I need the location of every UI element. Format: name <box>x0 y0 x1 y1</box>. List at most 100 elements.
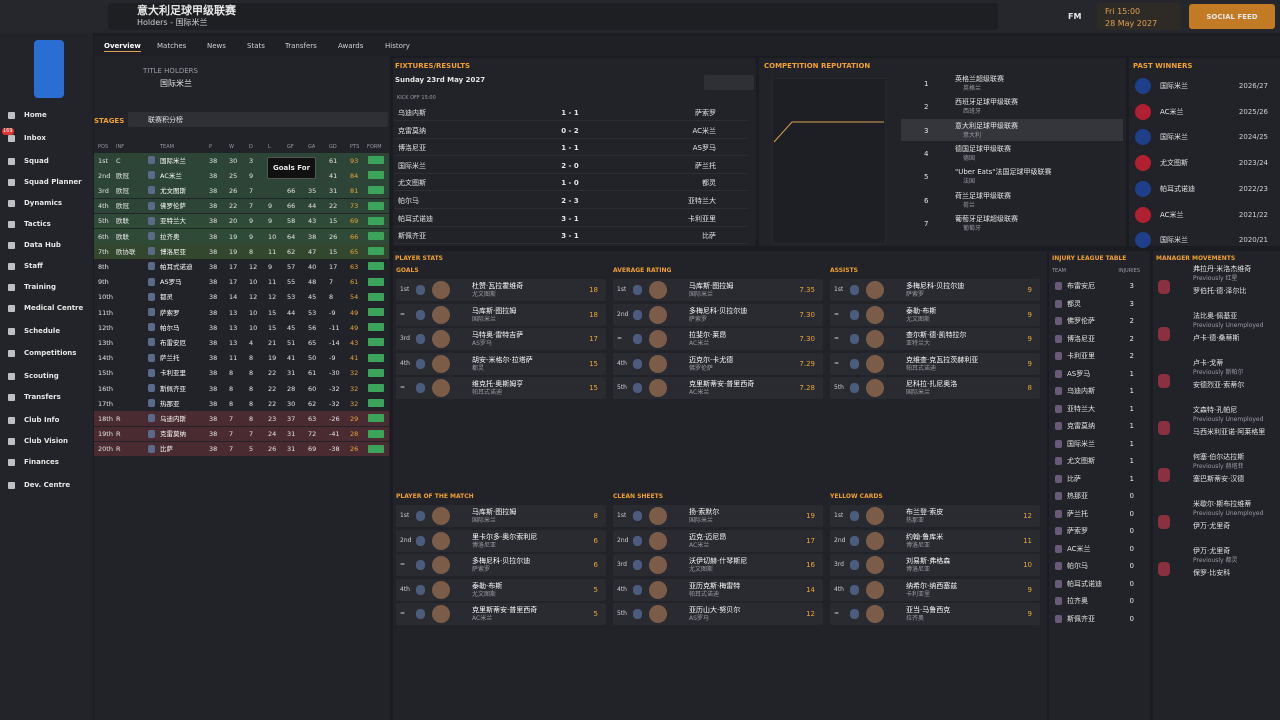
social-button[interactable] <box>1189 4 1275 29</box>
nav-item[interactable]: Club Info <box>24 416 60 424</box>
tab[interactable]: History <box>385 42 410 50</box>
table-cell: 8 <box>229 369 234 378</box>
form-bar <box>368 216 384 225</box>
nav-item[interactable]: Squad <box>24 157 49 165</box>
player-face <box>432 580 450 599</box>
table-cell: 38 <box>209 247 218 256</box>
table-cell: 26 <box>329 232 338 241</box>
old-manager: 马西米利亚诺·阿莱格里 <box>1193 428 1266 436</box>
club-crest <box>1055 282 1062 290</box>
table-cell: 6th <box>98 232 109 241</box>
table-cell: 8 <box>249 247 254 256</box>
pager <box>704 75 754 90</box>
player-face <box>649 580 667 599</box>
injury-team: 都灵 <box>1067 299 1081 308</box>
nav-item[interactable]: Medical Centre <box>24 304 84 312</box>
club-crest <box>416 560 425 570</box>
league-name: 西班牙足球甲级联赛 <box>955 98 1018 107</box>
injury-count: 1 <box>1129 369 1134 378</box>
injury-team: 亚特兰大 <box>1067 404 1095 413</box>
player-name: 纳希尔·纳西塞兹 <box>906 581 958 590</box>
nav-item[interactable]: Training <box>24 283 56 291</box>
club-crest <box>1055 317 1062 325</box>
stat-value: 18 <box>589 310 598 319</box>
club-crest <box>1135 180 1151 197</box>
table-cell: 51 <box>287 338 296 347</box>
nav-item[interactable]: Schedule <box>24 327 61 335</box>
old-manager: 安德烈亚·索蒂尔 <box>1193 381 1245 389</box>
date-box[interactable] <box>1097 3 1181 30</box>
social-feed[interactable]: SOCIAL FEED <box>1206 13 1258 21</box>
table-cell: 26 <box>229 186 238 195</box>
table-cell: AC米兰 <box>160 171 182 180</box>
table-cell: R <box>116 414 121 423</box>
table-cell: 8 <box>249 399 254 408</box>
player-club: 博洛尼亚 <box>906 541 931 549</box>
search-box[interactable] <box>108 3 998 30</box>
form-bar <box>368 186 384 195</box>
table-cell: 35 <box>308 186 317 195</box>
table-cell: 10 <box>249 323 258 332</box>
nav-icon <box>8 263 15 270</box>
table-header: GD <box>329 144 337 150</box>
table-cell: 9 <box>249 217 254 226</box>
tab[interactable]: Transfers <box>285 42 317 50</box>
stat-title: YELLOW CARDS <box>830 493 883 500</box>
winner: 国际米兰 <box>1160 133 1188 142</box>
club-crest <box>850 285 859 295</box>
tab[interactable]: News <box>207 42 226 50</box>
injury-team: AC米兰 <box>1067 544 1091 553</box>
team-badge <box>148 323 155 332</box>
player-name: 迈克尔·卡尤德 <box>689 355 734 364</box>
nav-item[interactable]: Staff <box>24 262 43 270</box>
club-crest <box>1055 492 1062 500</box>
player-club: 拉齐奥 <box>906 615 925 622</box>
table-cell: 49 <box>350 323 359 332</box>
nav-item[interactable]: Club Vision <box>24 437 69 445</box>
table-cell: 11th <box>98 308 113 317</box>
player-club: AC米兰 <box>689 541 710 549</box>
table-cell: 尤文图斯 <box>160 186 186 195</box>
fixture-line <box>395 208 747 209</box>
table-cell: 38 <box>209 171 218 180</box>
team-badge <box>148 232 155 240</box>
injury-count: 1 <box>1129 387 1134 395</box>
nav-item[interactable]: Data Hub <box>24 241 61 249</box>
home-team: 帕耳式诺迪 <box>398 214 433 223</box>
nav-item[interactable]: Scouting <box>24 372 59 380</box>
table-cell: 93 <box>350 156 359 165</box>
tab[interactable]: Stats <box>247 42 265 50</box>
away-team: 萨索罗 <box>695 109 716 117</box>
tab[interactable]: Overview <box>104 42 141 52</box>
tab[interactable]: Matches <box>157 42 187 50</box>
nav-item[interactable]: Transfers <box>24 393 61 401</box>
nav-icon <box>8 112 15 119</box>
nav-item[interactable]: Competitions <box>24 349 77 357</box>
club-crest <box>1158 280 1170 294</box>
nav-item[interactable]: Finances <box>24 458 59 466</box>
table-cell: 38 <box>209 293 218 302</box>
injury-team: 国际米兰 <box>1067 439 1095 448</box>
club-crest <box>416 334 425 344</box>
player-club: 博洛尼亚 <box>472 541 497 549</box>
club-crest <box>1055 562 1062 570</box>
nav-item[interactable]: Dynamics <box>24 199 63 207</box>
table-cell: 26 <box>350 445 359 454</box>
nav-item[interactable]: Inbox <box>24 134 46 142</box>
table-row <box>94 396 389 411</box>
form-bar <box>368 171 384 180</box>
rank: 7 <box>924 219 929 228</box>
stage-select-text[interactable]: 联赛积分榜 <box>148 116 183 124</box>
nav-item[interactable]: Dev. Centre <box>24 481 71 489</box>
club-crest <box>633 511 642 521</box>
tab[interactable]: Awards <box>338 42 364 50</box>
nav-item[interactable]: Home <box>24 111 47 119</box>
table-cell: 9 <box>249 171 254 180</box>
nav-item[interactable]: Squad Planner <box>24 178 82 186</box>
nav-item[interactable]: Tactics <box>24 220 51 228</box>
table-cell: 23 <box>268 414 277 423</box>
stat-rank: = <box>400 610 406 617</box>
table-header: GA <box>308 144 316 150</box>
injury-count: 0 <box>1129 562 1134 570</box>
table-cell: 61 <box>329 156 338 165</box>
